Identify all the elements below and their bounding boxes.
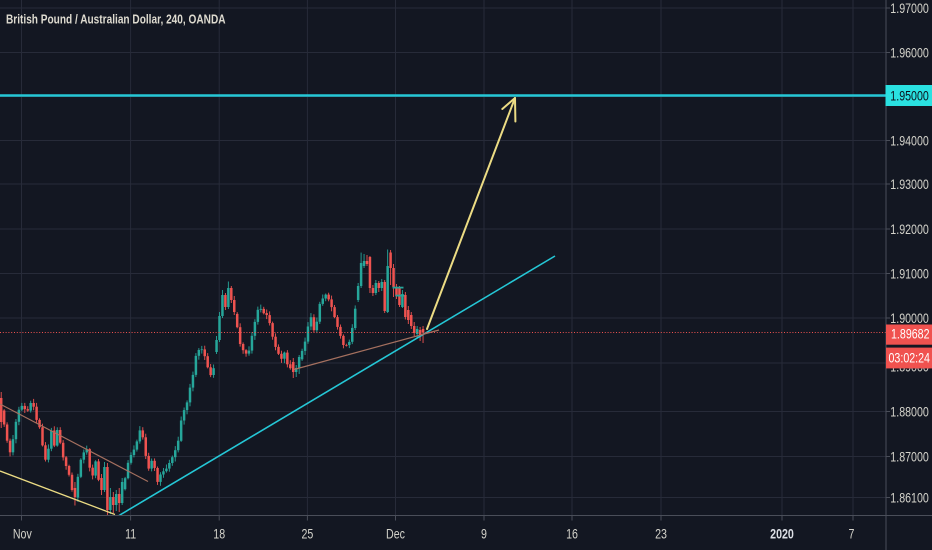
svg-text:25: 25 [301, 526, 313, 542]
svg-text:1.88000: 1.88000 [890, 404, 929, 420]
svg-text:1.87000: 1.87000 [890, 449, 929, 465]
svg-text:Dec: Dec [386, 526, 405, 542]
svg-text:16: 16 [566, 526, 578, 542]
svg-text:03:02:24: 03:02:24 [889, 350, 931, 366]
svg-text:23: 23 [655, 526, 667, 542]
svg-text:1.95000: 1.95000 [890, 88, 929, 104]
svg-text:1.96000: 1.96000 [890, 45, 929, 61]
svg-text:1.90000: 1.90000 [890, 311, 929, 327]
svg-text:2020: 2020 [770, 526, 794, 542]
svg-text:1.94000: 1.94000 [890, 133, 929, 149]
svg-text:9: 9 [481, 526, 487, 542]
svg-text:1.91000: 1.91000 [890, 266, 929, 282]
svg-text:1.93000: 1.93000 [890, 177, 929, 193]
svg-text:1.92000: 1.92000 [890, 222, 929, 238]
svg-text:7: 7 [849, 526, 855, 542]
svg-text:1.89682: 1.89682 [891, 326, 930, 342]
svg-text:British Pound / Australian Dol: British Pound / Australian Dollar, 240, … [6, 12, 226, 27]
svg-text:1.97000: 1.97000 [890, 1, 929, 17]
svg-text:18: 18 [213, 526, 225, 542]
svg-text:11: 11 [125, 526, 136, 542]
svg-text:Nov: Nov [13, 526, 33, 542]
svg-text:1.86100: 1.86100 [890, 490, 929, 506]
